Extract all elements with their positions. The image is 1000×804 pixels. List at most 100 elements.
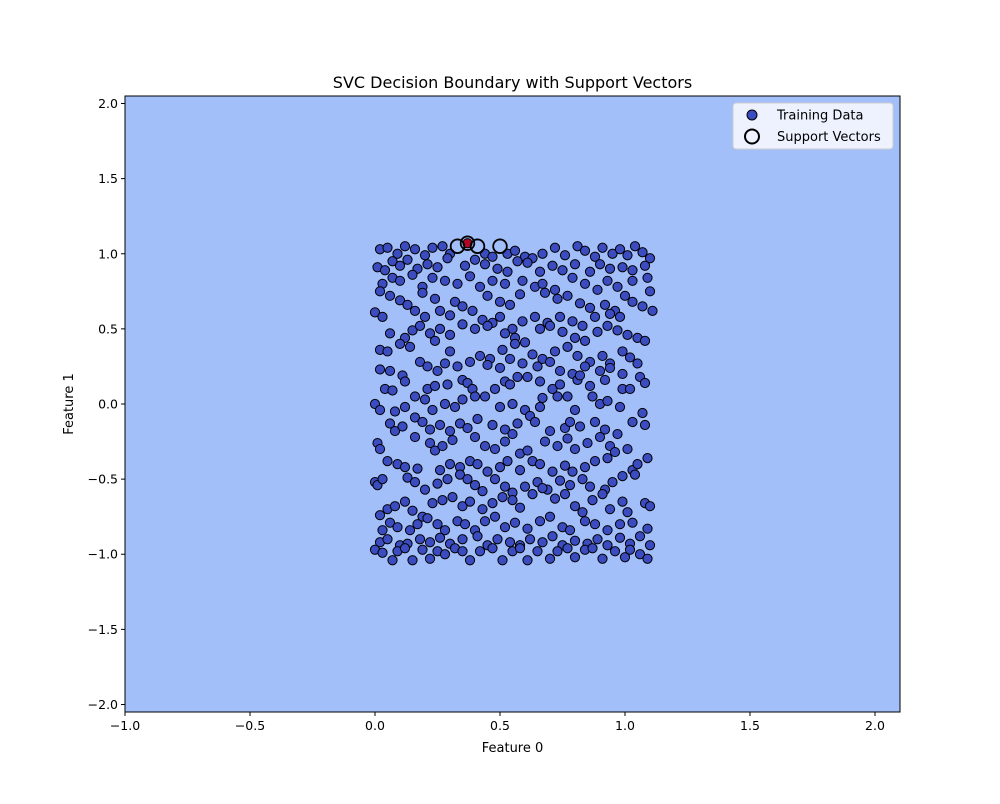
training-point — [534, 266, 546, 277]
training-point — [432, 262, 443, 273]
training-point — [399, 401, 411, 413]
training-point — [577, 320, 588, 331]
training-point — [494, 362, 506, 374]
training-point — [477, 486, 488, 497]
training-point — [382, 534, 393, 545]
training-point — [374, 404, 386, 416]
training-point — [457, 301, 468, 312]
training-point — [619, 290, 631, 301]
training-point — [437, 440, 448, 452]
training-point — [537, 483, 548, 494]
training-point — [627, 296, 638, 307]
training-point — [549, 284, 561, 295]
training-point — [407, 269, 418, 280]
training-point — [409, 431, 421, 443]
training-point — [409, 412, 421, 423]
training-point — [419, 311, 431, 322]
training-point — [509, 245, 521, 256]
training-point — [559, 250, 571, 261]
x-tick-label: 2.0 — [865, 718, 885, 733]
training-point — [627, 517, 638, 528]
training-point — [552, 440, 563, 452]
training-point — [419, 394, 431, 405]
training-point — [497, 344, 508, 356]
training-point — [507, 428, 518, 440]
training-point — [509, 517, 521, 528]
training-point — [584, 380, 596, 392]
training-point — [494, 462, 506, 473]
x-tick-label: 0.0 — [365, 718, 385, 733]
training-point — [569, 552, 581, 563]
training-point — [452, 278, 463, 289]
training-point — [522, 445, 533, 456]
training-point — [457, 319, 468, 330]
training-point — [422, 361, 433, 372]
training-point — [612, 428, 623, 440]
training-point — [644, 540, 656, 551]
y-tick-label: −1.0 — [88, 547, 118, 562]
training-point — [417, 287, 428, 298]
training-point — [457, 534, 468, 545]
training-point — [644, 286, 656, 297]
training-point — [374, 364, 386, 375]
training-point — [394, 295, 406, 306]
training-point — [589, 455, 601, 467]
training-point — [479, 259, 491, 270]
training-point — [567, 466, 578, 477]
training-point — [444, 425, 456, 437]
training-point — [592, 534, 603, 545]
training-point — [369, 307, 381, 318]
training-point — [624, 383, 636, 395]
training-point — [574, 370, 586, 381]
training-point — [607, 248, 618, 259]
y-axis-label: Feature 1 — [62, 373, 77, 435]
training-point — [562, 433, 573, 444]
training-point — [384, 328, 396, 339]
training-point — [557, 265, 568, 276]
training-point — [512, 418, 523, 429]
training-point — [602, 275, 613, 286]
training-point — [604, 362, 616, 374]
training-point — [597, 242, 608, 253]
training-point — [617, 262, 628, 273]
training-point — [629, 469, 641, 480]
training-point — [642, 452, 653, 464]
training-point — [644, 253, 656, 264]
training-point — [414, 320, 426, 331]
training-point — [539, 436, 551, 447]
training-point — [549, 346, 561, 357]
training-point — [567, 316, 578, 327]
training-point — [499, 522, 511, 533]
training-point — [439, 549, 451, 560]
training-point — [534, 376, 546, 387]
training-point — [562, 543, 573, 554]
training-point — [562, 391, 573, 402]
training-point — [532, 361, 543, 372]
training-point — [537, 248, 548, 259]
training-point — [602, 395, 613, 407]
training-point — [464, 555, 476, 566]
training-point — [407, 505, 418, 516]
training-point — [637, 301, 648, 312]
training-point — [594, 365, 606, 377]
training-point — [519, 337, 531, 348]
training-point — [579, 462, 591, 473]
legend: Training Data Support Vectors — [732, 102, 894, 150]
training-point — [487, 251, 498, 262]
training-point — [422, 513, 433, 524]
training-point — [562, 341, 573, 353]
training-point — [502, 266, 513, 277]
points-layer — [369, 238, 658, 566]
training-point — [624, 544, 636, 555]
training-point — [417, 416, 428, 428]
training-point — [549, 493, 561, 504]
training-point — [569, 259, 581, 270]
training-point — [582, 437, 593, 449]
training-point — [487, 543, 498, 554]
training-point — [472, 531, 483, 542]
training-point — [544, 320, 556, 331]
training-point — [609, 546, 621, 557]
training-point — [429, 445, 441, 456]
training-point — [584, 266, 596, 277]
training-point — [534, 516, 546, 527]
